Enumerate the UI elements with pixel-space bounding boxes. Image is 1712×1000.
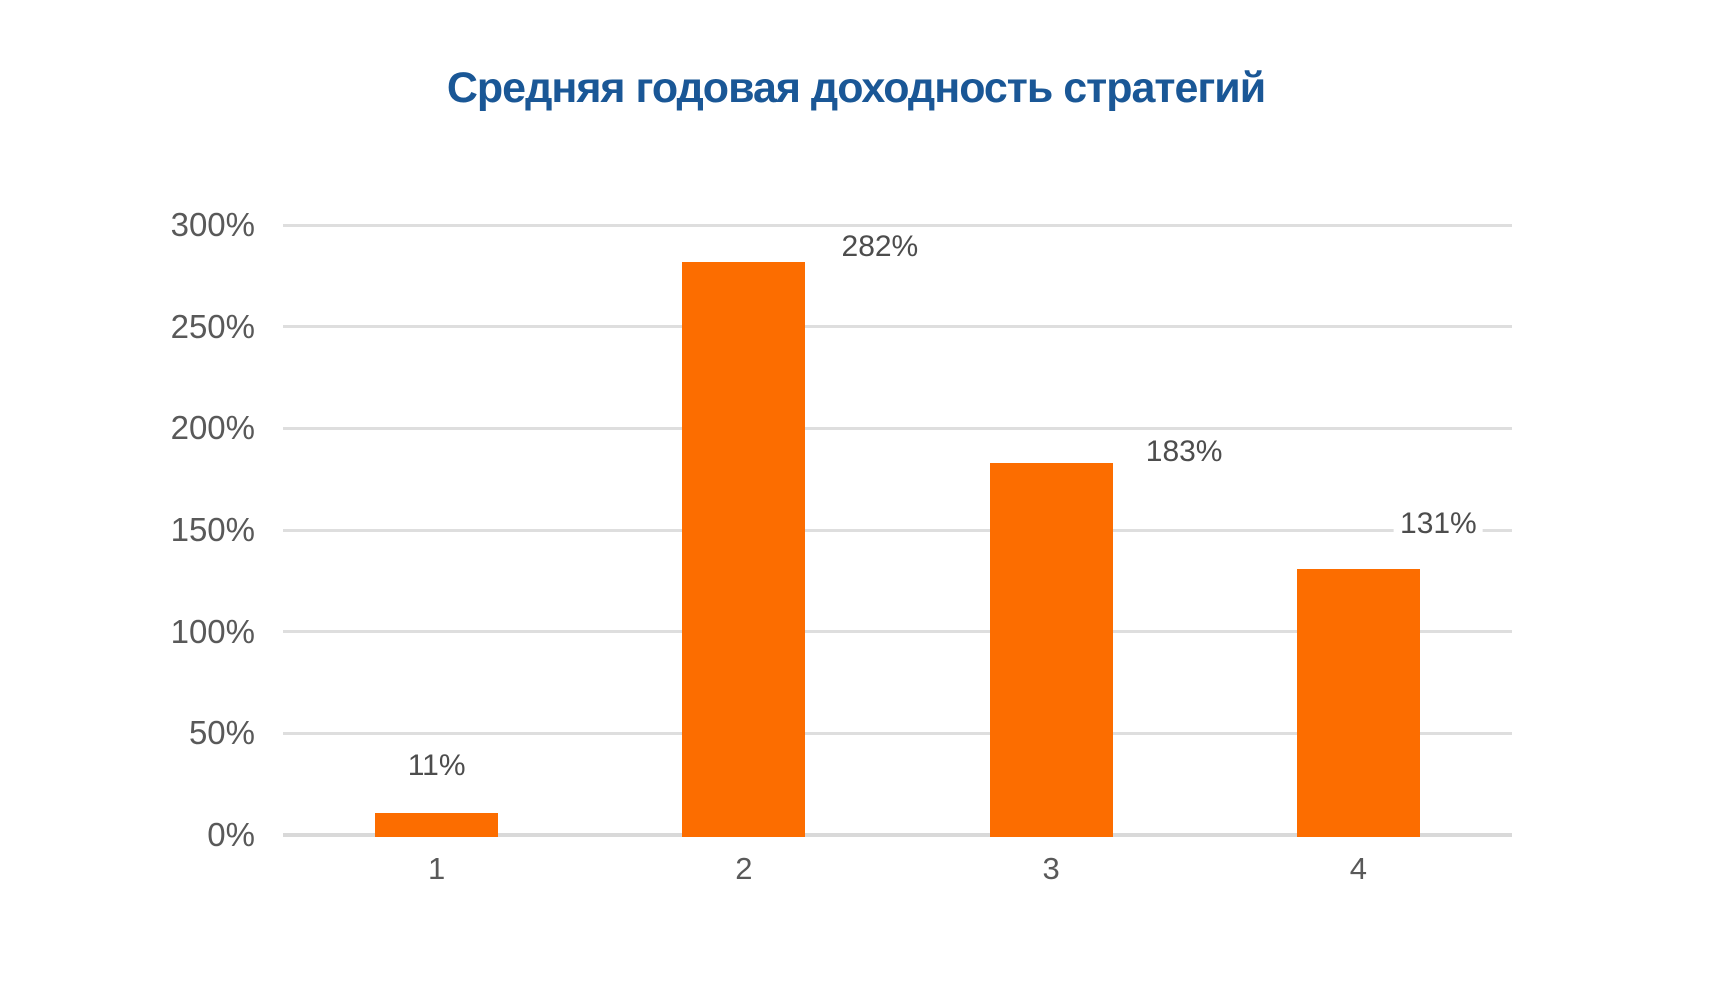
bar-value-label: 282% [835, 227, 925, 266]
x-tick-label: 4 [1349, 851, 1367, 886]
x-axis-line [283, 833, 1512, 837]
y-tick-label: 300% [170, 206, 255, 243]
y-tick-label: 200% [170, 409, 255, 447]
y-tick-label: 100% [170, 612, 255, 650]
y-tick-label: 50% [188, 714, 255, 752]
bar-value-label: 183% [1139, 432, 1229, 471]
bar [375, 812, 499, 837]
chart-title: Средняя годовая доходность стратегий [446, 64, 1266, 112]
gridline [283, 426, 1512, 430]
gridline [283, 325, 1512, 329]
x-tick-label: 3 [1042, 851, 1060, 886]
gridline [283, 528, 1512, 532]
gridline [283, 630, 1512, 634]
y-tick-label: 150% [170, 511, 255, 548]
bar-value-label: 11% [401, 746, 472, 785]
x-tick-label: 1 [428, 851, 446, 886]
bar [989, 462, 1113, 837]
gridline [283, 731, 1512, 735]
bar-value-label: 131% [1394, 504, 1483, 543]
bar [1296, 568, 1420, 837]
y-tick-label: 250% [170, 307, 255, 345]
x-tick-label: 2 [735, 851, 753, 886]
y-tick-label: 0% [207, 816, 255, 853]
bar [682, 261, 806, 837]
gridline [283, 223, 1512, 227]
